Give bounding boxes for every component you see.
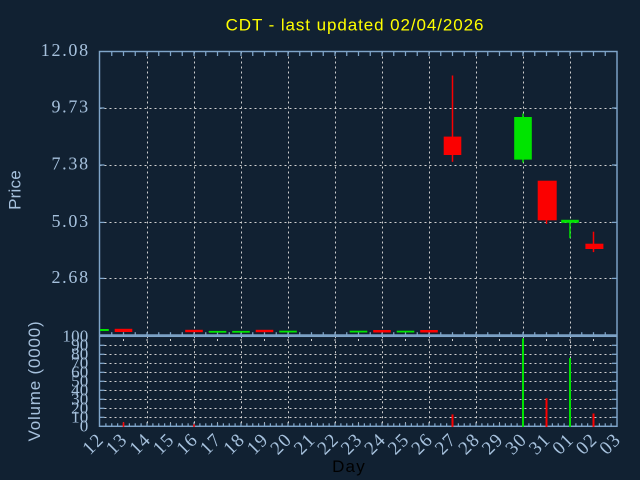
svg-text:Day: Day (332, 457, 366, 476)
svg-text:Price: Price (6, 170, 25, 210)
svg-text:7.38: 7.38 (51, 153, 89, 173)
svg-text:70: 70 (71, 354, 88, 373)
svg-text:80: 80 (71, 345, 88, 364)
svg-text:100: 100 (62, 327, 88, 346)
svg-text:60: 60 (71, 363, 88, 382)
svg-text:50: 50 (71, 372, 88, 391)
svg-text:CDT - last updated 02/04/2026: CDT - last updated 02/04/2026 (226, 16, 485, 35)
svg-text:9.73: 9.73 (51, 96, 89, 116)
svg-text:30: 30 (71, 390, 88, 409)
svg-text:0: 0 (80, 417, 89, 436)
svg-text:20: 20 (71, 399, 88, 418)
svg-text:90: 90 (71, 336, 88, 355)
svg-text:10: 10 (71, 408, 88, 427)
svg-text:40: 40 (71, 381, 88, 400)
svg-text:Volume (0000): Volume (0000) (25, 321, 44, 442)
svg-text:12.08: 12.08 (41, 40, 90, 60)
svg-text:2.68: 2.68 (51, 267, 89, 287)
svg-text:5.03: 5.03 (51, 211, 89, 231)
